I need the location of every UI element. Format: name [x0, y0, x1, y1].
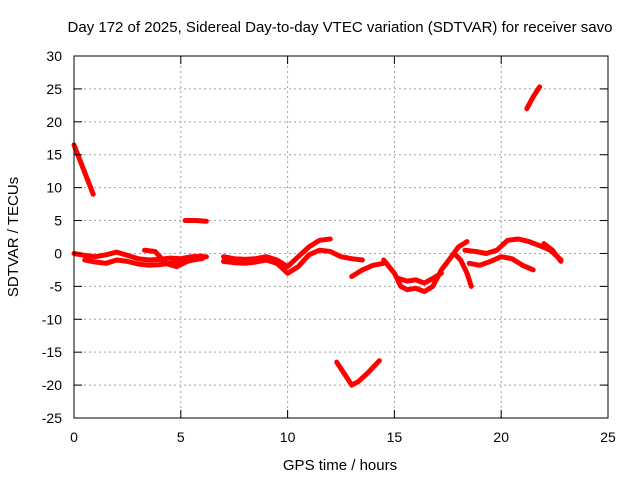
series-track-3 [182, 218, 209, 224]
tick-layer: 0 5 10 15 20 25 -25 -20 -15 -10 -5 0 5 10 15 20 25 30 [42, 48, 616, 445]
x-tick-label: 5 [177, 429, 185, 445]
y-tick-label: 0 [54, 245, 62, 261]
data-layer [71, 84, 564, 388]
y-tick-label: 30 [46, 48, 62, 64]
series-track-7 [142, 247, 209, 270]
chart-title: Day 172 of 2025, Sidereal Day-to-day VTE… [68, 19, 613, 36]
y-tick-label: 20 [46, 114, 62, 130]
y-tick-label: -25 [42, 410, 62, 426]
series-track-1 [71, 142, 96, 197]
series-track-9 [221, 247, 365, 276]
series-track-13 [451, 251, 474, 289]
series-track-2 [524, 84, 543, 112]
y-axis-label: SDTVAR / TECUs [5, 177, 22, 297]
x-axis-label: GPS time / hours [283, 457, 397, 474]
series-track-14 [462, 236, 564, 263]
series-track-5 [71, 249, 205, 263]
series-track-10 [349, 260, 387, 279]
series-track-12 [396, 270, 444, 286]
x-tick-label: 10 [280, 429, 296, 445]
series-track-15 [466, 254, 536, 273]
series-track-16 [541, 241, 564, 264]
y-tick-label: 5 [54, 213, 62, 229]
grid-layer [74, 56, 608, 418]
y-tick-label: -15 [42, 344, 62, 360]
y-tick-label: -10 [42, 311, 62, 327]
x-tick-label: 25 [600, 429, 616, 445]
x-tick-label: 20 [493, 429, 509, 445]
plot-frame [73, 55, 609, 419]
series-track-4 [334, 358, 382, 388]
x-tick-label: 15 [387, 429, 403, 445]
y-tick-label: 10 [46, 180, 62, 196]
y-tick-label: 15 [46, 147, 62, 163]
x-tick-label: 0 [70, 429, 78, 445]
series-track-8 [221, 236, 333, 270]
y-tick-label: 25 [46, 81, 62, 97]
y-tick-label: -5 [50, 278, 63, 294]
y-tick-label: -20 [42, 377, 62, 393]
